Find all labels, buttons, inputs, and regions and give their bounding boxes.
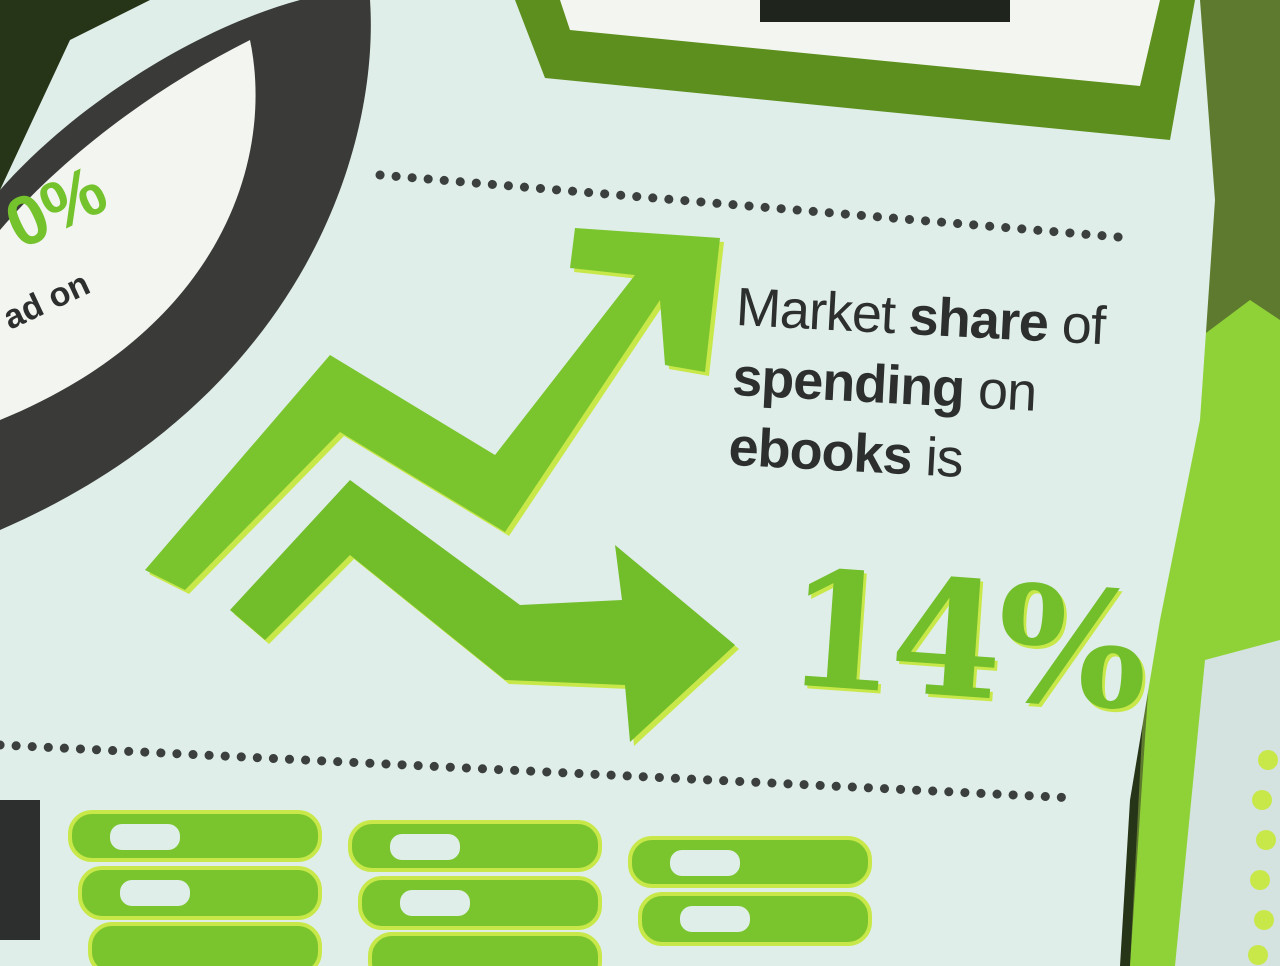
caption-word: Market [734,276,897,346]
market-share-caption: Market share of spending on ebooks is [727,272,1157,504]
dotted-rule-top [375,170,1135,243]
caption-word: on [976,359,1038,423]
percentage-value: 14% [779,534,1149,747]
top-framed-box [515,0,1195,140]
dotted-rule-bottom [0,740,1080,803]
caption-word-bold: ebooks [727,416,914,487]
caption-word-bold: spending [730,346,966,419]
books-stack-icon [0,800,872,966]
caption-word: of [1060,294,1107,357]
zigzag-arrow-icon [145,228,739,746]
right-dot-pattern [1248,750,1278,965]
caption-word-bold: share [907,286,1050,354]
percentage-ring-badge: 0% ad on [0,0,371,530]
caption-word: is [924,427,965,489]
